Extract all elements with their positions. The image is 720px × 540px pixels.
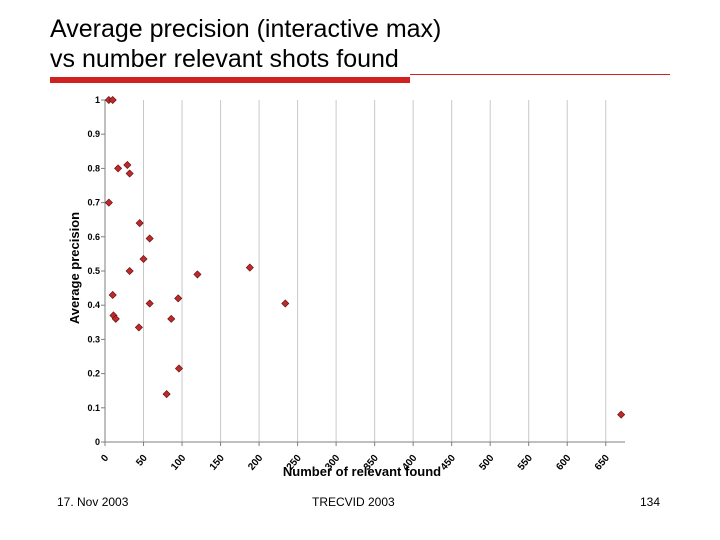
y-tick-label: 0: [95, 437, 100, 447]
title-underline-accent: [50, 77, 410, 83]
slide-title-line-2: vs number relevant shots found: [50, 45, 399, 73]
x-tick-label: 500: [477, 453, 496, 473]
data-point: [167, 314, 176, 323]
title-underline-rule: [410, 74, 670, 75]
data-point: [111, 314, 120, 323]
y-tick-label: 0.3: [87, 334, 100, 344]
data-point: [145, 234, 154, 243]
x-tick-label: 0: [99, 453, 111, 465]
data-point: [108, 95, 117, 105]
data-point: [245, 263, 254, 272]
y-tick-label: 0.8: [87, 163, 100, 173]
x-tick-label: 200: [246, 453, 265, 473]
data-point: [135, 219, 144, 228]
data-point: [125, 169, 134, 178]
x-tick-label: 550: [516, 453, 535, 473]
y-axis-title: Average precision: [67, 212, 82, 324]
x-tick-label: 150: [208, 453, 227, 473]
x-axis-title: Number of relevant found: [283, 464, 441, 479]
data-point: [162, 390, 171, 399]
y-tick-label: 0.9: [87, 129, 100, 139]
y-tick-label: 0.7: [87, 198, 100, 208]
data-point: [125, 266, 134, 276]
data-point: [145, 299, 154, 308]
x-tick-label: 600: [554, 453, 573, 473]
x-tick-label: 650: [593, 453, 612, 473]
data-point: [174, 294, 183, 303]
y-tick-label: 1: [95, 95, 100, 105]
y-tick-label: 0.6: [87, 232, 100, 242]
data-point: [193, 270, 202, 279]
data-point: [617, 410, 626, 419]
y-tick-label: 0.2: [87, 369, 100, 379]
x-tick-label: 50: [134, 453, 150, 469]
data-point: [114, 164, 123, 173]
slide-title-line-1: Average precision (interactive max): [50, 15, 442, 43]
data-point: [281, 299, 290, 308]
page-number: 134: [640, 495, 661, 509]
y-tick-label: 0.5: [87, 266, 100, 276]
y-tick-label: 0.1: [87, 403, 100, 413]
x-tick-label: 100: [169, 453, 188, 473]
slide-title: Average precision (interactive max) vs n…: [50, 14, 441, 74]
data-point: [123, 160, 132, 170]
data-point: [134, 323, 143, 332]
data-point: [139, 255, 148, 264]
y-tick-label: 0.4: [87, 300, 100, 310]
footer-date: 17. Nov 2003: [57, 495, 129, 509]
x-tick-label: 450: [439, 453, 458, 473]
data-point: [108, 290, 117, 299]
footer-event: TRECVID 2003: [312, 495, 395, 509]
data-point: [104, 198, 113, 207]
data-point: [174, 364, 183, 373]
